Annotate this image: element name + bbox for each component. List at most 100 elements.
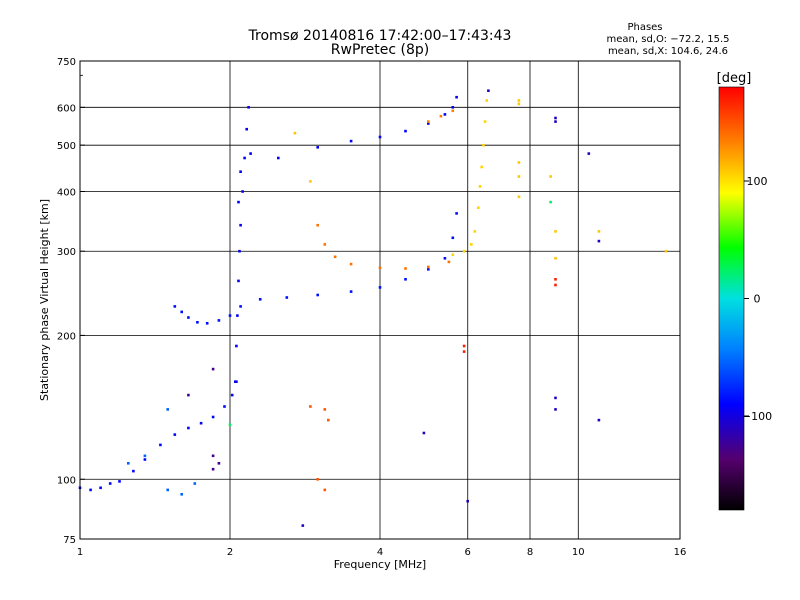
data-point	[597, 230, 601, 233]
data-point	[554, 116, 557, 120]
data-point	[597, 239, 601, 243]
colorbar-tick-label: −100	[742, 410, 772, 423]
data-point	[485, 99, 488, 102]
x-tick-label: 6	[465, 547, 471, 558]
x-axis-label: Frequency [MHz]	[334, 558, 426, 571]
data-point	[309, 180, 312, 183]
data-point	[166, 488, 169, 492]
data-point	[349, 139, 353, 143]
colorbar-label: [deg]	[717, 71, 752, 86]
data-point	[236, 314, 239, 317]
data-point	[554, 396, 557, 400]
data-point	[554, 278, 557, 281]
data-point	[127, 462, 130, 465]
data-point	[187, 393, 190, 397]
data-point	[466, 499, 469, 503]
data-point	[447, 260, 451, 264]
data-point	[249, 152, 252, 155]
data-point	[118, 480, 121, 483]
data-point	[327, 418, 330, 422]
data-point	[193, 482, 197, 485]
data-point	[243, 156, 246, 160]
data-point	[187, 316, 190, 319]
data-point	[554, 283, 557, 287]
data-point	[238, 249, 241, 253]
data-point	[316, 146, 319, 149]
data-point	[316, 223, 319, 227]
y-tick-label: 100	[57, 475, 76, 486]
data-point	[487, 89, 490, 92]
data-point	[483, 120, 487, 123]
data-point	[258, 298, 262, 301]
data-point	[427, 120, 430, 123]
x-tick-label: 8	[527, 547, 533, 558]
data-point	[404, 129, 407, 133]
chart-subtitle: RwPretec (8p)	[331, 42, 429, 58]
data-point	[451, 109, 455, 113]
x-tick-label: 10	[572, 547, 585, 558]
data-point	[480, 165, 483, 169]
colorbar: [deg]	[717, 71, 752, 511]
chart-title: Tromsø 20140816 17:42:00–17:43:43	[248, 28, 512, 44]
data-point	[349, 262, 353, 266]
data-point	[443, 257, 447, 260]
x-axis: 1 2 4 6 8 10 16	[77, 547, 687, 558]
colorbar-tick-label: 100	[747, 175, 768, 188]
data-point	[309, 405, 312, 408]
y-axis-label: Stationary phase Virtual Height [km]	[38, 199, 51, 401]
data-point	[173, 305, 177, 308]
data-point	[237, 279, 240, 283]
data-point	[473, 230, 477, 233]
data-point	[239, 305, 242, 308]
data-point	[443, 113, 447, 116]
data-point	[301, 524, 305, 527]
data-point	[427, 122, 430, 125]
data-point	[166, 408, 169, 411]
data-point	[234, 380, 237, 383]
data-point	[378, 286, 382, 289]
data-point	[211, 454, 215, 458]
data-point	[108, 482, 112, 485]
data-point	[323, 243, 327, 246]
data-point	[99, 486, 102, 490]
colorbar-ticks: −100 0 100	[742, 175, 772, 423]
data-point	[517, 102, 521, 106]
data-point	[245, 127, 248, 131]
data-point	[187, 426, 190, 430]
data-point	[211, 367, 215, 371]
data-point	[180, 493, 183, 496]
data-point	[239, 170, 242, 173]
y-tick-label: 500	[57, 141, 76, 152]
data-point	[199, 421, 203, 425]
grid-lines	[80, 61, 680, 539]
data-point	[427, 268, 430, 271]
data-point	[277, 156, 280, 160]
stats-o: mean, sd,O: −72.2, 15.5	[607, 34, 730, 45]
data-point	[451, 236, 455, 240]
y-tick-label: 600	[57, 103, 76, 114]
data-point	[597, 418, 601, 422]
data-point	[587, 152, 591, 155]
data-point	[323, 408, 327, 411]
y-axis: 75 100 200 300 400 500 600 750	[57, 57, 85, 546]
data-point	[455, 212, 458, 215]
data-point	[549, 200, 552, 204]
data-point	[470, 243, 473, 246]
data-point	[196, 321, 199, 324]
data-point	[517, 175, 521, 178]
data-point	[316, 478, 319, 481]
data-point	[143, 458, 147, 461]
data-point	[554, 408, 557, 411]
data-point	[439, 114, 443, 118]
data-point	[378, 266, 382, 270]
data-point	[159, 443, 162, 447]
data-point	[477, 206, 480, 209]
data-point	[217, 462, 221, 465]
data-point	[451, 253, 455, 256]
data-points	[78, 89, 668, 527]
data-point	[422, 431, 426, 435]
colorbar-gradient	[718, 86, 745, 511]
data-point	[427, 265, 430, 269]
data-point	[482, 143, 485, 147]
